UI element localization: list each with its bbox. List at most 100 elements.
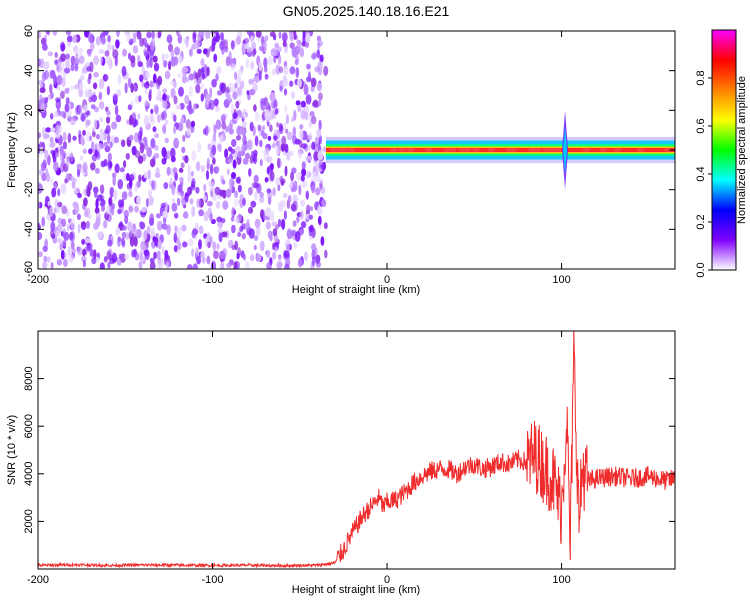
spectrogram-noise-cell [102,31,109,36]
spectrogram-band-blob [471,148,480,152]
spectrogram-noise-cell [170,147,176,159]
spectrogram-noise-cell [306,63,311,70]
spectrogram-noise-cell [111,121,118,130]
spectrogram-noise-cell [247,206,254,214]
spectrogram-noise-cell [87,32,93,43]
spectrogram-noise-cell [179,176,184,183]
spectrogram-noise-cell [67,132,72,144]
spectrogram-noise-cell [54,147,59,153]
spectrogram-noise-cell [286,244,291,252]
spectrogram-band-blob [339,148,348,152]
spectrogram-noise-cell [60,249,65,260]
spectrogram-noise-cell [227,158,233,165]
spectrogram-noise-cell [260,129,265,137]
spectrogram-noise-cell [194,222,199,230]
spectrogram-band-blob [398,148,407,152]
spectrogram-noise-cell [170,87,176,99]
spectrogram-noise-cell [143,82,150,89]
spectrogram-noise-cell [254,218,261,229]
spectrogram-noise-cell [38,224,41,230]
spectrogram-band-blob [486,148,495,152]
spectrogram-noise-cell [297,78,302,88]
spectrogram-noise-cell [311,249,316,260]
spectrogram-noise-cell [99,101,105,110]
spectrogram-noise-cell [152,73,157,84]
spectrogram-noise-cell [291,229,296,237]
spectrogram-noise-cell [82,67,85,75]
spectrogram-noise-cell [241,233,246,240]
spectrogram-noise-cell [277,157,281,169]
spectrogram-noise-cell [70,63,75,72]
spectrogram-noise-cell [67,35,73,43]
spectrogram-noise-cell [220,217,226,224]
spectrogram-noise-cell [267,196,272,205]
spectrogram-noise-cell [296,171,302,181]
spectrogram-noise-cell [234,198,238,207]
spectrogram-noise-cell [213,53,218,63]
spectrogram-noise-cell [224,148,229,159]
spectrogram-noise-cell [149,80,154,88]
spectrogram-noise-cell [139,74,144,83]
spectrogram-noise-cell [305,32,311,44]
spectrogram-noise-cell [128,203,134,215]
spectrogram-noise-cell [169,183,174,190]
spectrogram-noise-cell [150,138,156,149]
spectrogram-noise-cell [234,71,238,80]
spectrogram-noise-cell [289,80,294,87]
spectrogram-noise-cell [146,147,153,158]
spectrogram-noise-cell [129,114,134,125]
spectrogram-noise-cell [173,114,177,123]
spectrogram-noise-cell [271,143,277,149]
spectrogram-noise-cell [273,98,278,110]
spectrogram-noise-cell [91,94,97,103]
spectrogram-noise-cell [281,32,288,43]
spectrogram-noise-cell [288,182,293,189]
spectrogram-noise-cell [121,191,128,201]
spectrogram-noise-cell [162,210,169,221]
spectrogram-noise-cell [195,247,200,255]
spectrogram-noise-cell [173,245,178,253]
spectrogram-noise-cell [165,260,171,268]
spectrogram-noise-cell [83,104,88,113]
spectrogram-noise-cell [138,260,143,269]
spectrogram-band-blob [389,148,398,152]
spectrogram-noise-cell [101,204,105,212]
spectrogram-noise-cell [57,238,63,244]
spectrogram-noise-cell [234,190,239,199]
spectrogram-noise-cell [95,36,101,46]
spectrogram-noise-cell [109,141,113,149]
spectrogram-band-blob [463,148,472,152]
spectrogram-noise-cell [78,55,85,64]
spectrogram-noise-cell [94,207,100,215]
spectrogram-noise-cell [72,135,77,141]
spectrogram-noise-cell [215,200,221,209]
spectrogram-noise-cell [308,225,314,232]
spectrogram-noise-cell [186,128,192,136]
spectrogram-noise-cell [163,150,168,162]
spectrogram-noise-cell [305,76,312,83]
spectrogram-noise-cell [192,263,198,269]
spectrogram-noise-cell [301,180,307,189]
spectrogram-noise-cell [93,249,97,260]
spectrogram-noise-cell [230,172,237,180]
spectrogram-noise-cell [49,176,54,186]
x-tick-label: 0 [384,574,390,586]
spectrogram-noise-cell [250,61,255,70]
spectrogram-noise-cell [174,46,181,56]
spectrogram-band-blob [509,148,518,152]
spectrogram-noise-cell [90,40,95,52]
colorbar-tick-label: 0.8 [695,70,707,85]
spectrogram-noise-cell [205,170,210,180]
spectrogram-noise-cell [197,142,202,153]
spectrogram-noise-cell [149,261,156,269]
spectrogram-noise-cell [318,92,323,101]
spectrogram-noise-cell [104,256,108,262]
spectrogram-noise-cell [317,150,324,161]
spectrogram-noise-cell [119,167,125,173]
spectrogram-y-label: Frequency (Hz) [6,112,18,188]
spectrogram-noise-cell [212,36,218,42]
spectrogram-noise-cell [292,200,298,212]
spectrogram-noise-cell [244,261,250,269]
spectrogram-noise-cell [144,99,149,107]
spectrogram-noise-cell [291,184,297,193]
